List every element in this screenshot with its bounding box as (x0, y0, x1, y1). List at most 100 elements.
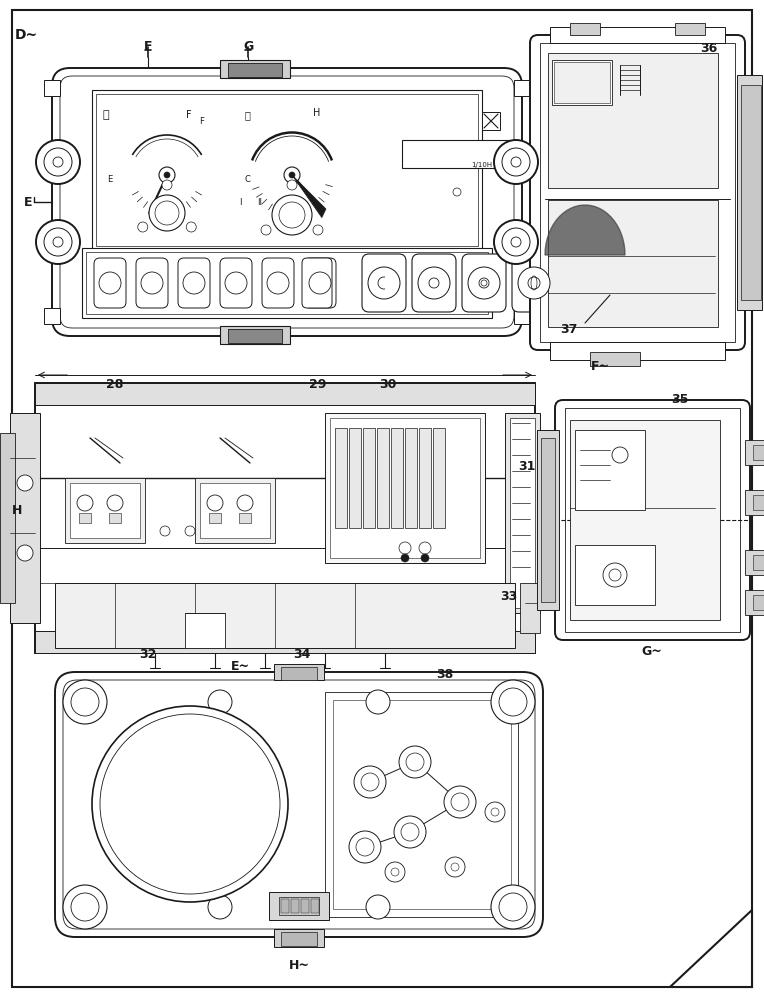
Bar (86, 252, 488, 314)
Circle shape (207, 495, 223, 511)
Text: 1/10H: 1/10H (471, 162, 492, 168)
Circle shape (368, 267, 400, 299)
Circle shape (468, 267, 500, 299)
Bar (391, 428, 403, 528)
Circle shape (603, 563, 627, 587)
Circle shape (418, 267, 450, 299)
Bar (419, 428, 431, 528)
Circle shape (494, 140, 538, 184)
Circle shape (183, 272, 205, 294)
Polygon shape (292, 175, 326, 218)
Polygon shape (670, 910, 752, 987)
Bar (737, 75, 762, 310)
Bar (405, 428, 417, 528)
Circle shape (267, 272, 289, 294)
Bar (0, 433, 15, 603)
Bar (333, 700, 511, 909)
FancyBboxPatch shape (60, 76, 514, 328)
Circle shape (421, 554, 429, 562)
Text: E: E (24, 196, 32, 209)
Bar (195, 478, 275, 543)
FancyBboxPatch shape (136, 258, 168, 308)
Circle shape (399, 542, 411, 554)
Bar (753, 555, 764, 570)
Bar (537, 430, 559, 610)
Bar (325, 692, 518, 917)
Text: 🔧: 🔧 (244, 110, 250, 120)
Circle shape (361, 773, 379, 791)
FancyBboxPatch shape (94, 258, 126, 308)
Bar (44, 80, 60, 96)
Bar (160, 792, 168, 814)
Circle shape (261, 225, 271, 235)
Circle shape (36, 220, 80, 264)
Text: 33: 33 (500, 590, 517, 603)
Circle shape (289, 172, 295, 178)
Bar (745, 550, 764, 575)
Circle shape (272, 195, 312, 235)
FancyBboxPatch shape (302, 258, 332, 308)
Circle shape (99, 272, 121, 294)
Bar (79, 513, 91, 523)
Bar (565, 408, 740, 632)
Bar (209, 513, 221, 523)
Circle shape (138, 222, 147, 232)
Bar (514, 308, 530, 324)
Circle shape (44, 148, 72, 176)
Circle shape (394, 816, 426, 848)
Circle shape (149, 195, 185, 231)
Circle shape (92, 706, 288, 902)
Circle shape (107, 495, 123, 511)
FancyBboxPatch shape (220, 258, 252, 308)
Bar (570, 23, 600, 35)
Text: ⛽: ⛽ (102, 110, 109, 120)
Bar (745, 490, 764, 515)
Bar (168, 827, 180, 851)
FancyBboxPatch shape (555, 400, 750, 640)
Bar (433, 428, 445, 528)
Bar (274, 664, 324, 680)
Bar (35, 383, 535, 405)
Text: 31: 31 (518, 460, 536, 473)
FancyBboxPatch shape (362, 254, 406, 312)
Circle shape (44, 228, 72, 256)
Circle shape (401, 554, 409, 562)
Circle shape (518, 267, 550, 299)
Bar (753, 495, 764, 510)
Circle shape (354, 766, 386, 798)
Bar (228, 329, 282, 343)
Text: 30: 30 (379, 378, 397, 391)
Circle shape (609, 569, 621, 581)
FancyBboxPatch shape (63, 680, 535, 929)
Bar (377, 428, 389, 528)
Circle shape (186, 222, 196, 232)
Bar (204, 792, 212, 814)
Bar (182, 792, 190, 814)
Circle shape (237, 495, 253, 511)
Bar (200, 827, 212, 851)
Bar (552, 60, 612, 105)
Text: H: H (11, 504, 22, 516)
Bar (570, 420, 720, 620)
Circle shape (71, 688, 99, 716)
Text: H: H (313, 108, 321, 118)
Text: 34: 34 (293, 648, 311, 661)
Circle shape (406, 753, 424, 771)
Bar (35, 383, 535, 653)
Circle shape (208, 895, 232, 919)
Bar (184, 827, 196, 851)
Bar (590, 352, 640, 366)
Circle shape (160, 526, 170, 536)
Bar (330, 418, 480, 558)
Text: C: C (244, 176, 250, 184)
Bar (82, 248, 492, 318)
Circle shape (100, 714, 280, 894)
Bar (575, 545, 655, 605)
Bar (575, 430, 645, 510)
Bar (228, 63, 282, 77)
Bar (215, 792, 223, 814)
Bar (152, 827, 164, 851)
Circle shape (491, 885, 535, 929)
Bar (109, 513, 121, 523)
Bar (55, 583, 515, 648)
